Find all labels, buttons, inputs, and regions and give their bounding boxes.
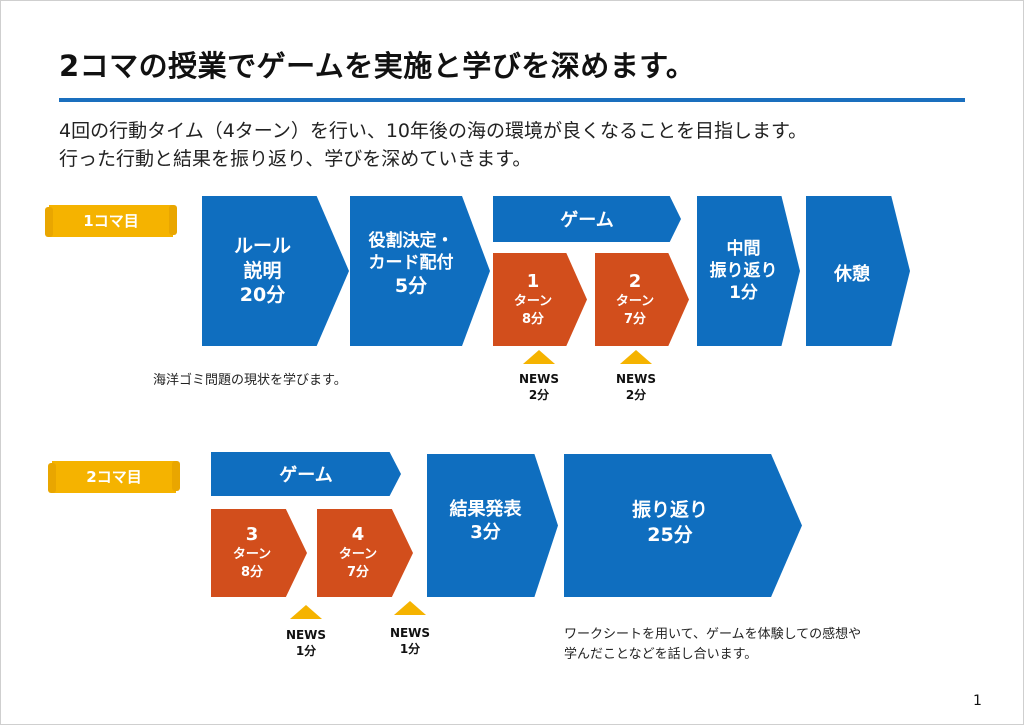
results-line-1: 結果発表 xyxy=(449,499,522,520)
results-line-2: 3分 xyxy=(470,522,501,544)
news-4-label: NEWS xyxy=(389,626,431,640)
game-header-2-label: ゲーム xyxy=(279,465,333,486)
review-line-2: 25分 xyxy=(647,523,693,546)
game-header-1-label: ゲーム xyxy=(560,210,614,231)
midreview-line-1: 中間 xyxy=(726,238,761,259)
scroll-banner-icon xyxy=(45,205,177,237)
turn-4-label: ターン xyxy=(338,547,378,562)
midreview-line-2: 振り返り xyxy=(709,260,778,281)
news-1-marker-icon xyxy=(523,350,555,364)
turn-2-step: 2 ターン 7分 xyxy=(595,253,689,346)
news-1-duration: 2分 xyxy=(528,388,550,402)
news-4-duration: 1分 xyxy=(399,642,421,656)
review-line-1: 振り返り xyxy=(631,499,708,521)
mid-review-step: 中間 振り返り 1分 xyxy=(697,196,800,346)
news-3-duration: 1分 xyxy=(295,644,317,658)
turn-1-step: 1 ターン 8分 xyxy=(493,253,587,346)
turn-1-number: 1 xyxy=(526,270,540,292)
rule-line-3: 20分 xyxy=(239,284,286,307)
rule-line-2: 説明 xyxy=(243,259,282,282)
turn-1-label: ターン xyxy=(513,293,553,309)
session1-tag-label: 1コマ目 xyxy=(83,212,139,230)
roles-line-1: 役割決定・ xyxy=(368,230,454,251)
roles-line-3: 5分 xyxy=(394,274,428,297)
turn-1-duration: 8分 xyxy=(521,311,545,327)
turn-3-duration: 8分 xyxy=(240,565,264,580)
news-2-duration: 2分 xyxy=(625,388,647,402)
page-number: 1 xyxy=(973,693,982,709)
turn-4-duration: 7分 xyxy=(346,565,370,580)
turn-3-step: 3 ターン 8分 xyxy=(211,509,307,597)
role-card-step: 役割決定・ カード配付 5分 xyxy=(350,196,490,346)
description-line-1: 4回の行動タイム（4ターン）を行い、10年後の海の環境が良くなることを目指します… xyxy=(59,120,808,142)
news-2: NEWS 2分 xyxy=(601,371,671,403)
turn-3-number: 3 xyxy=(245,524,259,545)
session1-note: 海洋ゴミ問題の現状を学びます。 xyxy=(153,373,347,388)
news-2-marker-icon xyxy=(620,350,652,364)
turn-2-duration: 7分 xyxy=(623,311,647,327)
results-step: 結果発表 3分 xyxy=(427,454,558,597)
news-1-label: NEWS xyxy=(518,372,560,386)
session2-tag-label: 2コマ目 xyxy=(86,468,142,486)
turn-3-label: ターン xyxy=(232,547,272,562)
roles-line-2: カード配付 xyxy=(368,252,454,273)
slide-title: 2コマの授業でゲームを実施と学びを深めます。 xyxy=(59,49,696,83)
rule-line-1: ルール xyxy=(233,234,291,257)
session2-note: ワークシートを用いて、ゲームを体験しての感想や 学んだことなどを話し合います。 xyxy=(564,625,861,665)
turn-2-number: 2 xyxy=(628,270,642,292)
session2-tag: 2コマ目 xyxy=(46,458,182,496)
title-underline xyxy=(59,98,965,102)
turn-4-number: 4 xyxy=(351,524,365,545)
news-1: NEWS 2分 xyxy=(504,371,574,403)
rule-explanation-step: ルール 説明 20分 xyxy=(202,196,349,346)
news-3-label: NEWS xyxy=(285,628,327,642)
news-3-marker-icon xyxy=(290,605,322,619)
news-4: NEWS 1分 xyxy=(375,625,445,657)
description: 4回の行動タイム（4ターン）を行い、10年後の海の環境が良くなることを目指します… xyxy=(59,117,807,173)
news-4-marker-icon xyxy=(394,601,426,615)
turn-2-label: ターン xyxy=(615,293,655,309)
midreview-line-3: 1分 xyxy=(729,283,758,304)
game-header-2: ゲーム xyxy=(211,452,401,496)
news-3: NEWS 1分 xyxy=(271,627,341,659)
game-header-1: ゲーム xyxy=(493,196,681,242)
break-step: 休憩 xyxy=(806,196,910,346)
turn-4-step: 4 ターン 7分 xyxy=(317,509,413,597)
news-2-label: NEWS xyxy=(615,372,657,386)
session2-note-line-2: 学んだことなどを話し合います。 xyxy=(564,647,758,662)
break-label: 休憩 xyxy=(834,264,870,285)
session1-tag: 1コマ目 xyxy=(43,202,179,240)
description-line-2: 行った行動と結果を振り返り、学びを深めていきます。 xyxy=(59,148,532,170)
session2-note-line-1: ワークシートを用いて、ゲームを体験しての感想や xyxy=(564,627,862,642)
final-review-step: 振り返り 25分 xyxy=(564,454,802,597)
scroll-banner-icon xyxy=(48,461,180,493)
